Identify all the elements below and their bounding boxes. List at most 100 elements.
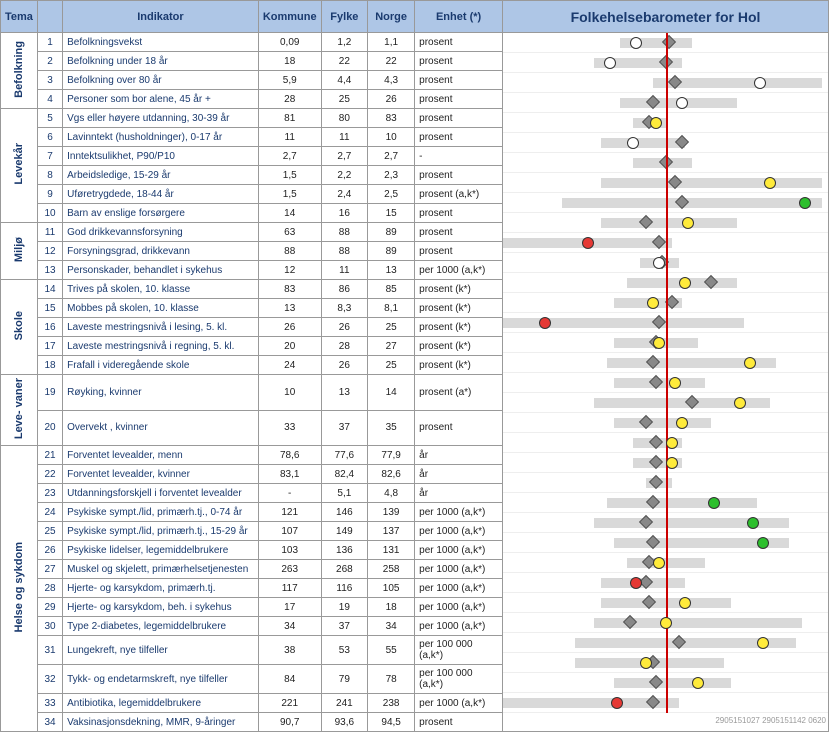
row-number: 17 [37, 337, 62, 356]
kommune-dot [660, 617, 672, 629]
table-row: Levekår5Vgs eller høyere utdanning, 30-3… [1, 109, 503, 128]
norge-value: 15 [368, 204, 415, 223]
norge-value: 35 [368, 410, 415, 446]
indicator-name: Forventet levealder, menn [63, 446, 259, 465]
kommune-dot [666, 437, 678, 449]
row-number: 20 [37, 410, 62, 446]
chart-rows: 2905151027 2905151142 0620 [503, 33, 828, 713]
range-bar [601, 178, 822, 188]
kommune-value: 63 [258, 223, 321, 242]
kommune-dot [627, 137, 639, 149]
tema-label: Miljø [13, 237, 25, 262]
row-number: 1 [37, 33, 62, 52]
enhet-value: prosent [415, 166, 503, 185]
table-row: Leve- vaner19Røyking, kvinner101314prose… [1, 375, 503, 411]
tema-cell: Leve- vaner [1, 375, 38, 446]
indicator-name: Lungekreft, nye tilfeller [63, 636, 259, 665]
kommune-value: 103 [258, 541, 321, 560]
kommune-value: 81 [258, 109, 321, 128]
fylke-value: 2,7 [321, 147, 368, 166]
norway-reference-line [666, 33, 668, 713]
kommune-value: 18 [258, 52, 321, 71]
row-number: 11 [37, 223, 62, 242]
indicator-name: Vgs eller høyere utdanning, 30-39 år [63, 109, 259, 128]
row-number: 16 [37, 318, 62, 337]
table-row: 16Laveste mestringsnivå i lesing, 5. kl.… [1, 318, 503, 337]
row-number: 32 [37, 665, 62, 694]
norge-value: 14 [368, 375, 415, 411]
row-number: 24 [37, 503, 62, 522]
row-number: 28 [37, 579, 62, 598]
fylke-value: 19 [321, 598, 368, 617]
table-row: 25Psykiske sympt./lid, primærh.tj., 15-2… [1, 522, 503, 541]
kommune-dot [708, 497, 720, 509]
row-number: 5 [37, 109, 62, 128]
norge-value: 89 [368, 223, 415, 242]
indicator-name: Hjerte- og karsykdom, primærh.tj. [63, 579, 259, 598]
kommune-dot [734, 397, 746, 409]
kommune-dot [669, 377, 681, 389]
norge-value: 22 [368, 52, 415, 71]
row-number: 31 [37, 636, 62, 665]
row-number: 33 [37, 694, 62, 713]
kommune-dot [653, 557, 665, 569]
row-number: 8 [37, 166, 62, 185]
indicator-name: Antibiotika, legemiddelbrukere [63, 694, 259, 713]
range-bar [562, 198, 822, 208]
row-number: 34 [37, 713, 62, 732]
table-row: 9Uføretrygdede, 18-44 år1,52,42,5prosent… [1, 185, 503, 204]
tema-label: Leve- vaner [13, 378, 25, 439]
table-row: 33Antibiotika, legemiddelbrukere22124123… [1, 694, 503, 713]
indicator-name: Forsyningsgrad, drikkevann [63, 242, 259, 261]
indicator-name: Lavinntekt (husholdninger), 0-17 år [63, 128, 259, 147]
fylke-value: 2,4 [321, 185, 368, 204]
norge-value: 89 [368, 242, 415, 261]
row-number: 6 [37, 128, 62, 147]
norge-value: 85 [368, 280, 415, 299]
fylke-value: 37 [321, 617, 368, 636]
kommune-dot [630, 577, 642, 589]
enhet-value: prosent [415, 52, 503, 71]
kommune-dot [679, 277, 691, 289]
row-number: 21 [37, 446, 62, 465]
th-norge: Norge [368, 1, 415, 33]
kommune-value: 28 [258, 90, 321, 109]
kommune-dot [747, 517, 759, 529]
tema-label: Skole [13, 311, 25, 340]
indicator-name: Tykk- og endetarmskreft, nye tilfeller [63, 665, 259, 694]
table-row: 3Befolkning over 80 år5,94,44,3prosent [1, 71, 503, 90]
row-number: 18 [37, 356, 62, 375]
norge-value: 131 [368, 541, 415, 560]
norge-value: 238 [368, 694, 415, 713]
kommune-dot [647, 297, 659, 309]
kommune-value: 83,1 [258, 465, 321, 484]
enhet-value: per 1000 (a,k*) [415, 522, 503, 541]
table-row: Helse og sykdom21Forventet levealder, me… [1, 446, 503, 465]
indicator-table: Tema Indikator Kommune Fylke Norge Enhet… [0, 0, 503, 732]
norge-value: 4,8 [368, 484, 415, 503]
enhet-value: prosent [415, 223, 503, 242]
fylke-value: 16 [321, 204, 368, 223]
indicator-name: Mobbes på skolen, 10. klasse [63, 299, 259, 318]
kommune-value: 263 [258, 560, 321, 579]
chart-title: Folkehelsebarometer for Hol [503, 1, 828, 33]
fylke-value: 1,2 [321, 33, 368, 52]
norge-value: 2,7 [368, 147, 415, 166]
enhet-value: prosent [415, 713, 503, 732]
enhet-value: prosent [415, 204, 503, 223]
kommune-value: 121 [258, 503, 321, 522]
tema-cell: Levekår [1, 109, 38, 223]
norge-value: 137 [368, 522, 415, 541]
table-row: 34Vaksinasjonsdekning, MMR, 9-åringer90,… [1, 713, 503, 732]
kommune-value: 107 [258, 522, 321, 541]
indicator-name: Trives på skolen, 10. klasse [63, 280, 259, 299]
indicator-name: Overvekt , kvinner [63, 410, 259, 446]
norge-value: 82,6 [368, 465, 415, 484]
row-number: 9 [37, 185, 62, 204]
row-number: 4 [37, 90, 62, 109]
kommune-value: - [258, 484, 321, 503]
kommune-dot [653, 257, 665, 269]
kommune-value: 26 [258, 318, 321, 337]
table-row: 27Muskel og skjelett, primærhelsetjenest… [1, 560, 503, 579]
fylke-value: 2,2 [321, 166, 368, 185]
